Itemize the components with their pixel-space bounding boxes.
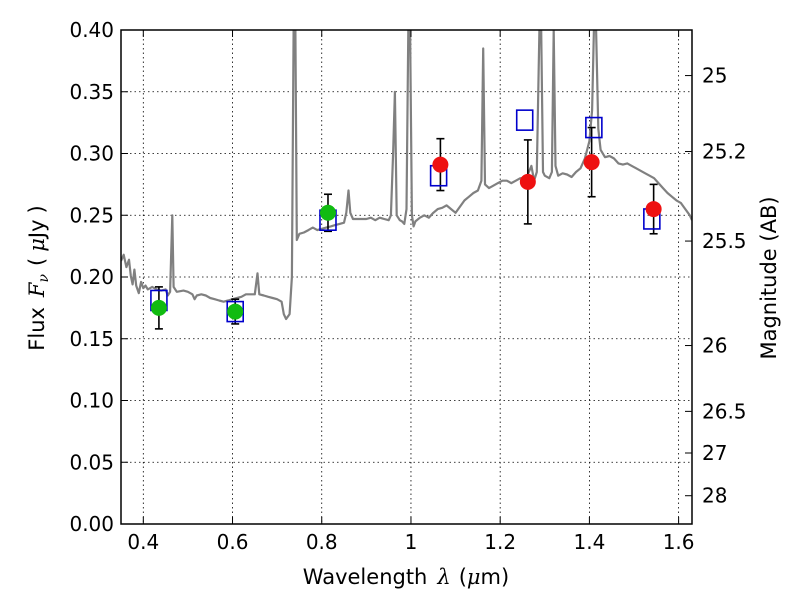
right-tick-label: 25.2 [702,140,747,164]
x-tick-label: 1.6 [663,530,695,554]
model-square [585,116,603,139]
x-tick-label: 1 [405,530,418,554]
y-tick-label: 0.35 [69,80,114,104]
y-tick-label: 0.10 [69,389,114,413]
y-tick-label: 0.00 [69,512,114,536]
red-point [432,156,449,173]
right-tick-label: 28 [702,484,727,508]
ticks: 0.4 0.6 0.8 1 1.2 1.4 1.6 0.00 0.05 0.10 0.15 0.20 0… [69,18,746,554]
green-point [150,299,167,316]
right-tick-label: 26.5 [702,399,747,423]
right-tick-label: 25 [702,64,727,88]
x-tick-label: 0.4 [127,530,159,554]
red-point [519,173,536,190]
x-axis-title: Wavelength λ (μm) [303,565,509,589]
model-square [515,109,534,131]
y-tick-label: 0.05 [69,450,114,474]
green-point [319,204,336,221]
spectrum-line [121,30,692,321]
y-tick-label: 0.40 [69,18,114,42]
x-tick-label: 0.8 [306,530,338,554]
right-axis-title: Magnitude (AB) [757,196,781,359]
y-tick-label: 0.25 [69,203,114,227]
y-axis-title: FluxFν(μJy) [25,205,52,350]
green-point [227,303,244,320]
right-tick-label: 27 [702,441,727,465]
x-tick-label: 1.4 [573,530,605,554]
right-tick-label: 25.5 [702,229,747,253]
y-tick-label: 0.30 [69,142,114,166]
x-tick-label: 1.2 [484,530,516,554]
plot-area [121,30,692,330]
y-tick-label: 0.20 [69,265,114,289]
right-tick-label: 26 [702,334,727,358]
red-point [645,201,662,218]
x-tick-label: 0.6 [217,530,249,554]
y-tick-label: 0.15 [69,327,114,351]
red-point [583,154,600,171]
